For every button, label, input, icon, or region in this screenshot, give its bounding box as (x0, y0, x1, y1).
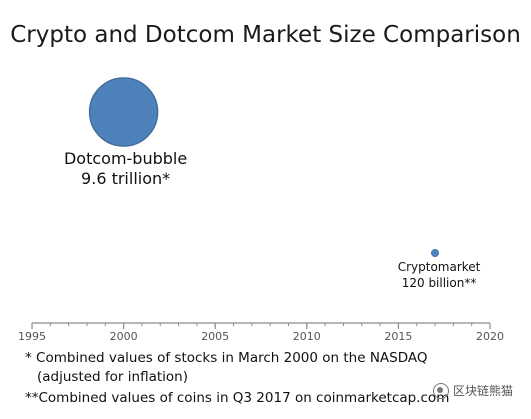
x-axis: 1995 2000 2005 2010 2015 2020 (18, 322, 504, 343)
x-tick-label: 2005 (201, 330, 229, 343)
bubble-chart: 1995 2000 2005 2010 2015 2020 Dotcom-bubble9.… (18, 77, 504, 343)
bubble-label-value: 120 billion** (402, 276, 477, 290)
x-tick-label: 2010 (293, 330, 321, 343)
x-tick-label: 2015 (384, 330, 412, 343)
bubble-label-name: Dotcom-bubble (64, 149, 187, 168)
bubble-dotcom (88, 77, 159, 147)
x-tick-label: 2020 (476, 330, 504, 343)
bubble-label-name: Cryptomarket (398, 260, 481, 274)
chart-title: Crypto and Dotcom Market Size Comparison (10, 22, 521, 48)
bubble-label-value: 9.6 trillion* (81, 169, 170, 188)
watermark: 区块链熊猫 (432, 382, 513, 399)
footnote-crypto: **Combined values of coins in Q3 2017 on… (25, 390, 450, 406)
bubble-crypto (430, 248, 440, 258)
x-tick-label: 2000 (110, 330, 138, 343)
footnote-dotcom-continued: (adjusted for inflation) (37, 369, 188, 385)
wechat-logo-icon (432, 382, 449, 399)
footnote-dotcom: * Combined values of stocks in March 200… (25, 350, 428, 366)
watermark-text: 区块链熊猫 (452, 384, 513, 398)
x-tick-label: 1995 (18, 330, 46, 343)
